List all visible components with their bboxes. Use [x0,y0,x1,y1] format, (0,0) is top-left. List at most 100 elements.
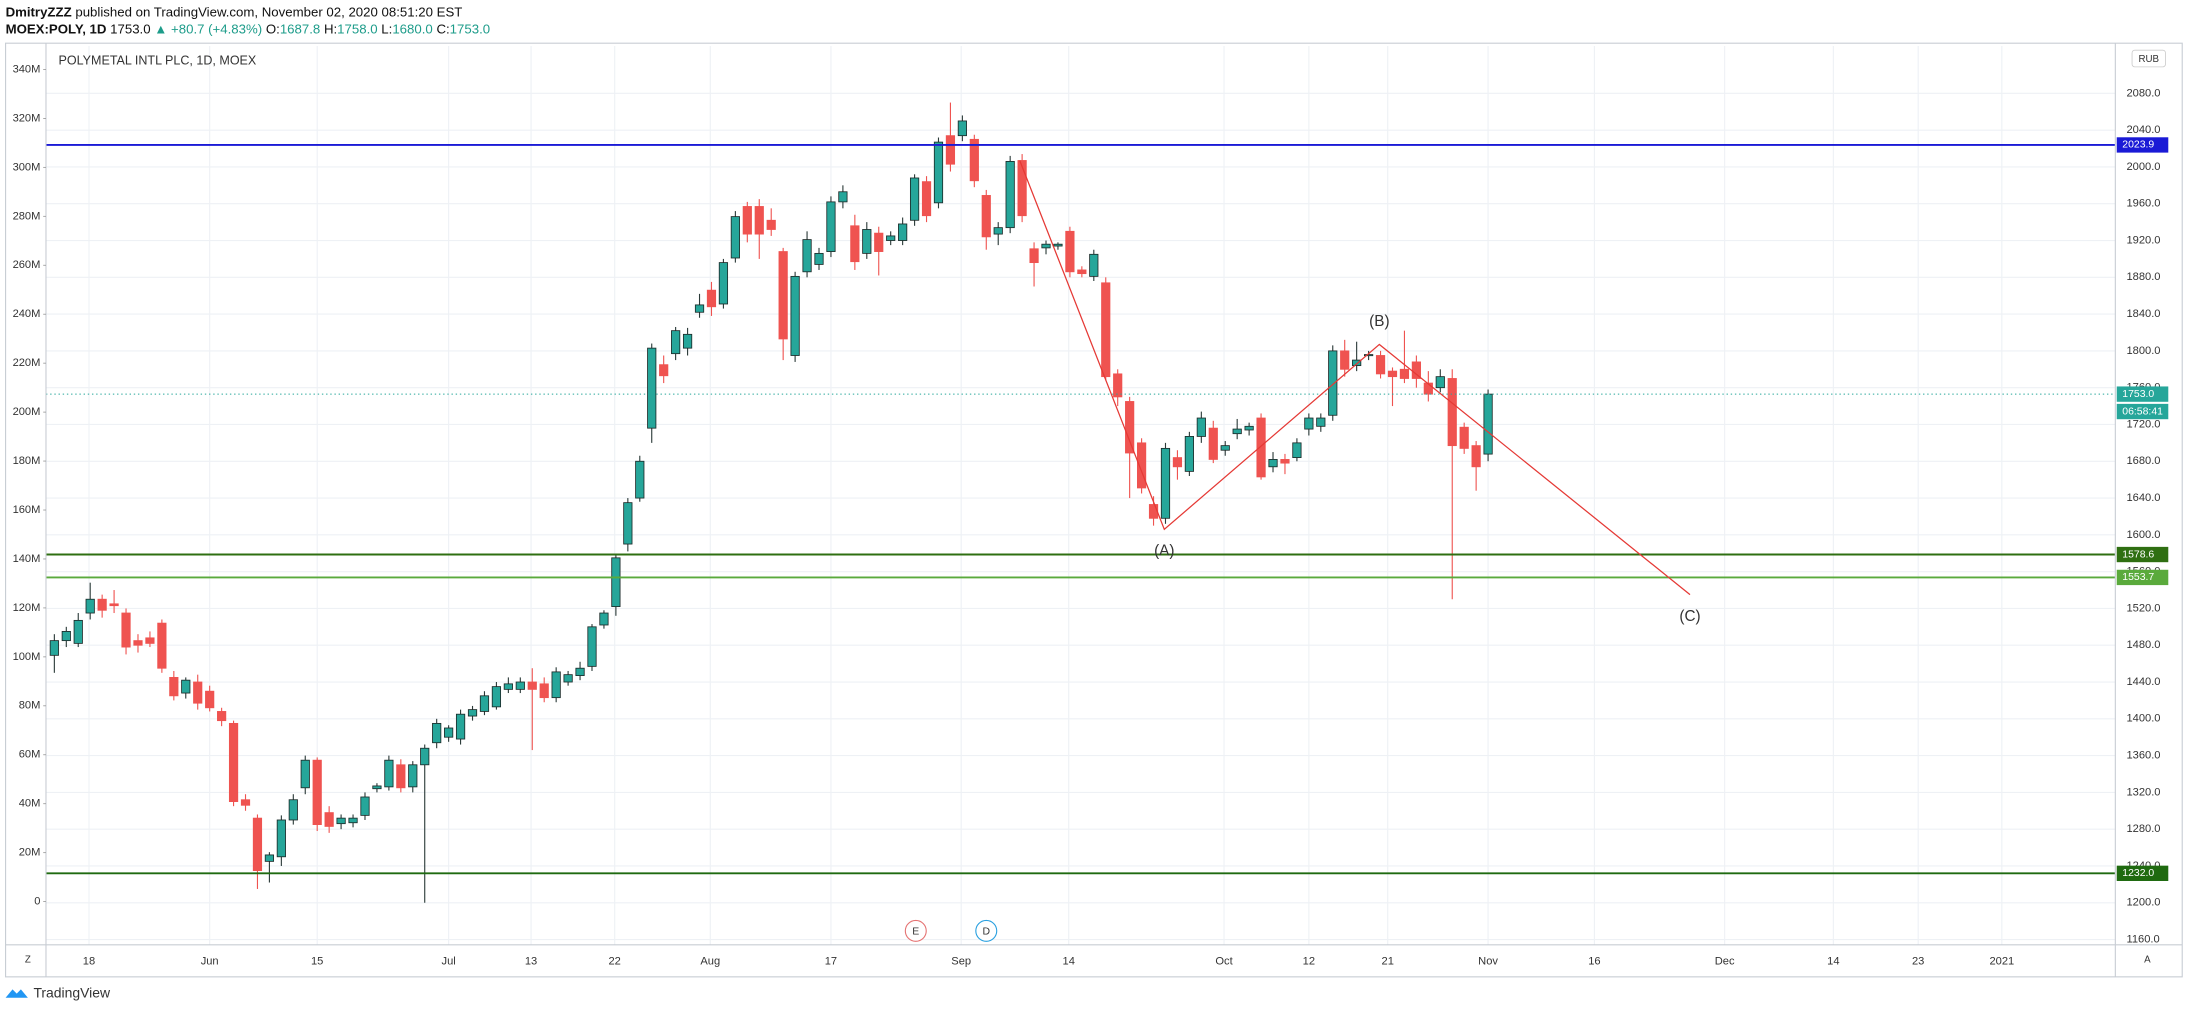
scale-mode[interactable]: A [2144,955,2151,966]
y-tick-label: 2080.0 [2126,87,2160,99]
candle-body [957,120,967,137]
grid [45,45,2116,945]
candle-body [635,460,645,499]
candle-body [1304,417,1314,430]
candle-body [1340,350,1350,370]
event-marker[interactable] [975,919,998,942]
candle-body [73,619,83,644]
price-tag-label: 1753.0 [2122,389,2154,400]
y2-tick-label: 280M [13,210,41,222]
candle-body [288,799,298,821]
candle-body [706,289,717,308]
y2-tick-label: 240M [13,308,41,320]
candle-body [372,785,382,790]
y-tick-label: 1160.0 [2126,933,2159,945]
candle-body [694,304,705,313]
price-tag-label: 1553.7 [2122,572,2154,583]
h-label: H: [324,21,337,36]
candle-body [563,674,573,683]
candle-body [1101,282,1111,378]
y2-tick-label: 100M [13,651,41,663]
y2-tick-label: 120M [13,602,41,614]
candle-body [814,252,824,265]
candle-body [97,598,107,611]
price-tag [2116,569,2169,586]
candle-body [1256,417,1266,478]
symbol: MOEX:POLY, 1D [6,21,107,36]
y2-tick-label: 340M [13,63,41,75]
y-tick-label: 2040.0 [2126,124,2160,136]
y-tick-label: 1800.0 [2126,345,2160,357]
candle-body [276,819,286,858]
candle-body [730,216,740,259]
countdown: 06:58:41 [2122,406,2163,417]
x-tick-label: Oct [1215,955,1233,967]
l-label: L: [381,21,392,36]
candle-body [659,364,669,377]
published: published on TradingView.com, November 0… [75,4,462,19]
candle-body [1447,378,1457,447]
candle-body [1220,445,1230,451]
price-tag-label: 2023.9 [2122,140,2154,151]
o: 1687.8 [280,21,320,36]
event-label: E [912,926,919,937]
wave-label: (B) [1369,313,1389,330]
candle-body [1125,401,1135,454]
currency-box[interactable] [2131,49,2166,68]
plot: (A) (B) (C) [45,102,2116,903]
candle-body [826,201,836,252]
footer: TradingView [33,984,111,1000]
change: ▲ +80.7 (+4.83%) [154,21,262,36]
candle-body [862,229,872,254]
candle-body [1160,447,1171,519]
x-tick-label: Nov [1478,955,1498,967]
candle-body [1077,269,1087,275]
y2-tick-label: 300M [13,161,41,173]
price-tag [2116,386,2169,402]
price-tag-label: 1232.0 [2122,868,2154,879]
candle-body [1471,445,1481,468]
last: 1753.0 [110,21,150,36]
event-label: D [982,926,990,937]
candle-body [778,251,788,340]
x-tick-label: 13 [525,955,537,967]
candle-body [886,235,896,241]
y2-tick-label: 200M [13,406,41,418]
candle-body [455,713,466,740]
x-tick-label: 21 [1382,955,1394,967]
candle-body [121,612,131,648]
candle-body [1065,230,1075,273]
y-tick-label: 1600.0 [2126,529,2160,541]
candle-body [1005,160,1015,229]
candle-body [1292,442,1302,459]
candle-body [599,612,609,626]
c-label: C: [436,21,449,36]
candle-body [718,262,729,305]
candle-body [408,764,418,788]
candle-body [1316,417,1326,427]
y2-tick-label: 20M [19,847,41,859]
y-tick-label: 1640.0 [2126,492,2160,504]
candle-body [1041,243,1051,249]
candle-body [336,817,346,825]
event-marker[interactable] [904,919,927,942]
candle-body [109,603,119,607]
currency: RUB [2138,54,2159,65]
candle-body [228,722,239,803]
candle-body [1148,504,1159,519]
y-tick-label: 1360.0 [2126,750,2160,762]
y-tick-label: 1520.0 [2126,602,2160,614]
candle-body [348,817,358,824]
candle-body [1089,253,1099,277]
candle-body [921,181,932,217]
candle-body [611,557,621,608]
y2-tick-label: 0 [34,896,40,908]
zoom[interactable]: Z [25,955,31,966]
candle-body [850,225,860,263]
candle-body [1136,442,1147,489]
candle-body [1017,160,1027,217]
pane-title: POLYMETAL INTL PLC, 1D, MOEX [59,54,257,68]
candle-body [754,206,764,235]
candle-body [1268,459,1278,468]
x-tick-label: 18 [83,955,95,967]
